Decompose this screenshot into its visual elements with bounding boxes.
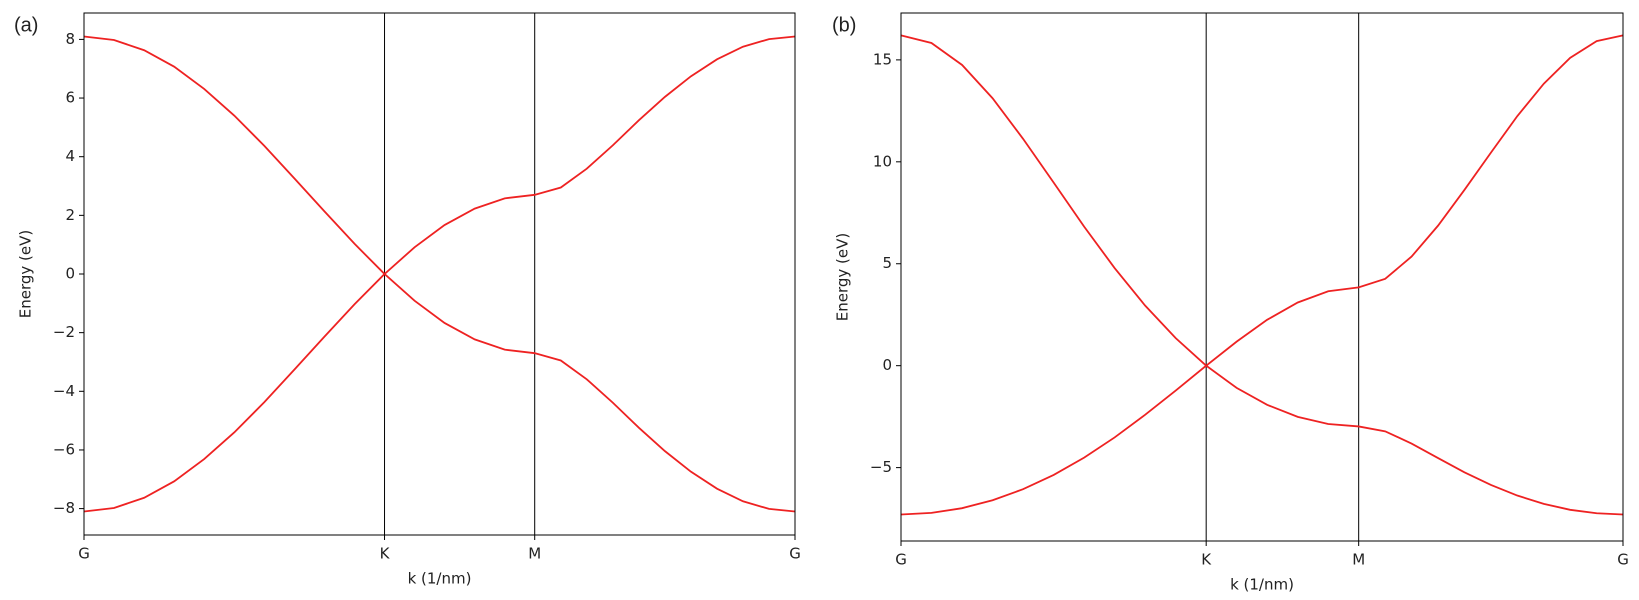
y-tick-label: 0: [882, 356, 892, 374]
y-tick-label: −5: [870, 458, 892, 476]
y-tick-label: 15: [873, 50, 892, 68]
y-tick-label: −8: [53, 499, 75, 517]
y-tick-label: 4: [65, 147, 75, 165]
x-axis-label: k (1/nm): [408, 570, 472, 588]
y-tick-label: 5: [882, 254, 892, 272]
x-tick-label: K: [380, 545, 391, 563]
plot-frame: [900, 12, 1624, 542]
plot-frame: [83, 12, 796, 536]
y-axis-label: Energy (eV): [834, 233, 852, 321]
y-tick-label: −2: [53, 323, 75, 341]
x-tick-label: K: [1201, 551, 1212, 569]
y-tick-label: 2: [65, 206, 75, 224]
y-tick-label: −6: [53, 440, 75, 458]
band-line: [83, 272, 796, 513]
x-tick-label: M: [528, 545, 541, 563]
x-tick-label: M: [1352, 551, 1365, 569]
band-line: [900, 364, 1624, 516]
panel-label: (a): [14, 14, 38, 36]
panel-label: (b): [832, 14, 856, 36]
x-tick-label: G: [78, 545, 90, 563]
y-axis-label: Energy (eV): [17, 230, 35, 318]
y-tick-label: 8: [65, 30, 75, 48]
x-tick-label: G: [895, 551, 907, 569]
y-tick-label: 0: [65, 265, 75, 283]
y-tick-label: −4: [53, 382, 75, 400]
x-tick-label: G: [789, 545, 801, 563]
band-line: [900, 34, 1624, 367]
y-tick-label: 10: [873, 152, 892, 170]
band-line: [83, 35, 796, 276]
x-tick-label: G: [1617, 551, 1629, 569]
x-axis-label: k (1/nm): [1230, 576, 1294, 594]
y-tick-label: 6: [65, 89, 75, 107]
